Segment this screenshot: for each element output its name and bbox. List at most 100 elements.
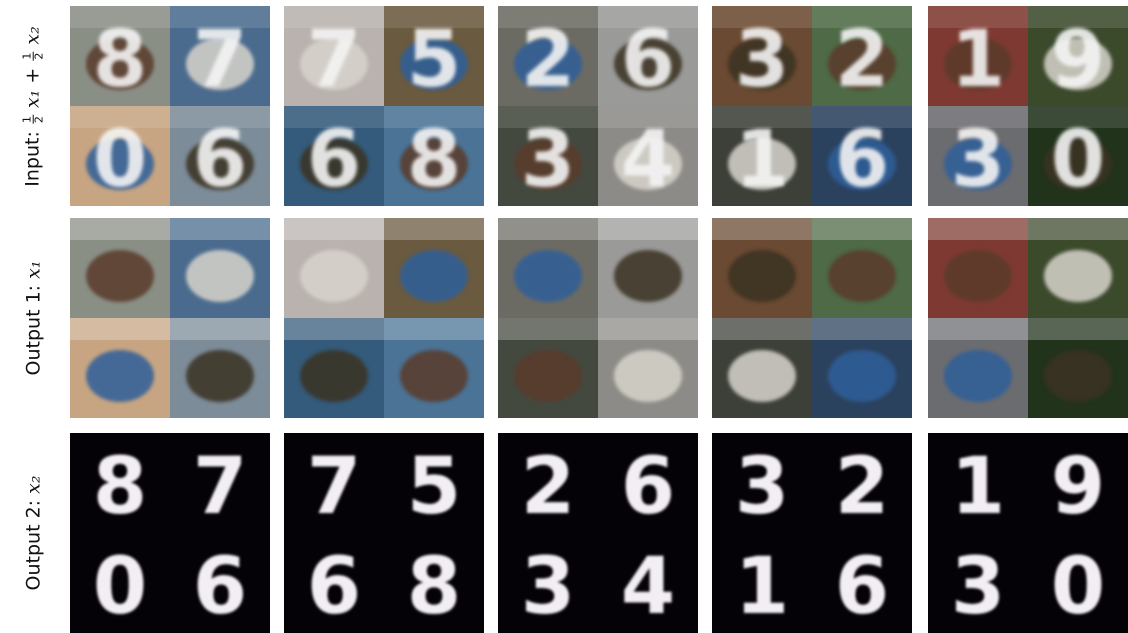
quadrant-3 (498, 318, 598, 418)
quadrant-4 (384, 318, 484, 418)
image-blob-horse (728, 38, 796, 90)
digit-3: 3 (951, 542, 1005, 632)
tile-image: 8 70 6 (70, 433, 270, 633)
digit-0: 0 (1051, 115, 1105, 205)
image-blob-car (944, 250, 1012, 302)
quadrant-4: 6 (812, 106, 912, 206)
tile-image: 1 93 0 (928, 433, 1128, 633)
quadrant-4 (598, 318, 698, 418)
tile-image (712, 218, 912, 418)
quadrant-1 (712, 218, 812, 318)
quadrant-3 (70, 318, 170, 418)
quadrant-3 (712, 318, 812, 418)
tile-image: 7 56 8 (284, 433, 484, 633)
quadrant-3: 3 (928, 533, 1028, 633)
quadrant-3: 6 (284, 533, 384, 633)
digit-1: 1 (735, 115, 789, 205)
image-blob-deer (514, 250, 582, 302)
image-blob-truck (728, 138, 796, 190)
quadrant-3: 0 (70, 533, 170, 633)
quadrant-3: 3 (498, 533, 598, 633)
image-blob-deer (514, 38, 582, 90)
math-plus: + (21, 61, 44, 84)
quadrant-2 (812, 218, 912, 318)
image-blob-truck (186, 138, 254, 190)
tile-image: 3 21 6 (712, 433, 912, 633)
image-blob-frog (1044, 138, 1112, 190)
quadrant-1: 2 (498, 433, 598, 533)
quadrant-2: 7 (170, 6, 270, 106)
quadrant-4: 4 (598, 106, 698, 206)
quadrant-3: 0 (70, 106, 170, 206)
quadrant-1: 3 (712, 6, 812, 106)
quadrant-3 (284, 318, 384, 418)
quadrant-2: 5 (384, 433, 484, 533)
image-blob-deer (514, 138, 582, 190)
digit-7: 7 (193, 15, 247, 105)
row-label-output-1: Output 1: x₁ (0, 218, 66, 418)
quadrant-2: 9 (1028, 6, 1128, 106)
image-blob-dog (86, 138, 154, 190)
image-blob-dog (86, 250, 154, 302)
output2-label-math: x₂ (22, 475, 45, 494)
quadrant-4 (170, 318, 270, 418)
quadrant-1: 7 (284, 6, 384, 106)
digit-5: 5 (407, 15, 461, 105)
quadrant-1: 7 (284, 433, 384, 533)
image-blob-horse (1044, 250, 1112, 302)
tile-image: 7 56 8 (284, 6, 484, 206)
quadrant-4: 4 (598, 533, 698, 633)
quadrant-2 (1028, 218, 1128, 318)
digit-8: 8 (93, 442, 147, 532)
image-blob-dog (400, 250, 468, 302)
image-blob-sky (300, 138, 368, 190)
tile-natural-5 (928, 218, 1128, 418)
quadrant-1: 2 (498, 6, 598, 106)
image-blob-cat (300, 250, 368, 302)
digit-3: 3 (951, 115, 1005, 205)
tile-image (928, 218, 1128, 418)
row-label-output-2: Output 2: x₂ (0, 433, 66, 633)
digit-4: 4 (621, 542, 675, 632)
image-blob-truck (186, 350, 254, 402)
image-blob-cat (300, 38, 368, 90)
quadrant-2: 2 (812, 433, 912, 533)
quadrant-4: 8 (384, 106, 484, 206)
math-x1: x₁ (21, 89, 44, 108)
tile-image (70, 218, 270, 418)
quadrant-2: 6 (598, 433, 698, 533)
quadrant-2 (598, 218, 698, 318)
image-blob-frog (1044, 350, 1112, 402)
image-blob-truck (186, 38, 254, 90)
digit-6: 6 (835, 542, 889, 632)
tile-image (284, 218, 484, 418)
tile-natural-1 (70, 218, 270, 418)
quadrant-2: 6 (598, 6, 698, 106)
quadrant-1: 1 (928, 433, 1028, 533)
quadrant-3: 3 (498, 106, 598, 206)
quadrant-1: 1 (928, 6, 1028, 106)
quadrant-2: 2 (812, 6, 912, 106)
digit-6: 6 (621, 442, 675, 532)
quadrant-1 (928, 218, 1028, 318)
quadrant-1 (284, 218, 384, 318)
quadrant-1: 3 (712, 433, 812, 533)
digit-6: 6 (193, 542, 247, 632)
quadrant-4 (812, 318, 912, 418)
digit-7: 7 (193, 442, 247, 532)
image-blob-bird (828, 250, 896, 302)
tile-natural-4 (712, 218, 912, 418)
digit-2: 2 (835, 15, 889, 105)
digit-5: 5 (407, 442, 461, 532)
digit-6: 6 (307, 542, 361, 632)
digit-1: 1 (951, 442, 1005, 532)
digit-0: 0 (1051, 542, 1105, 632)
output2-label-prefix: Output 2: (22, 493, 45, 591)
